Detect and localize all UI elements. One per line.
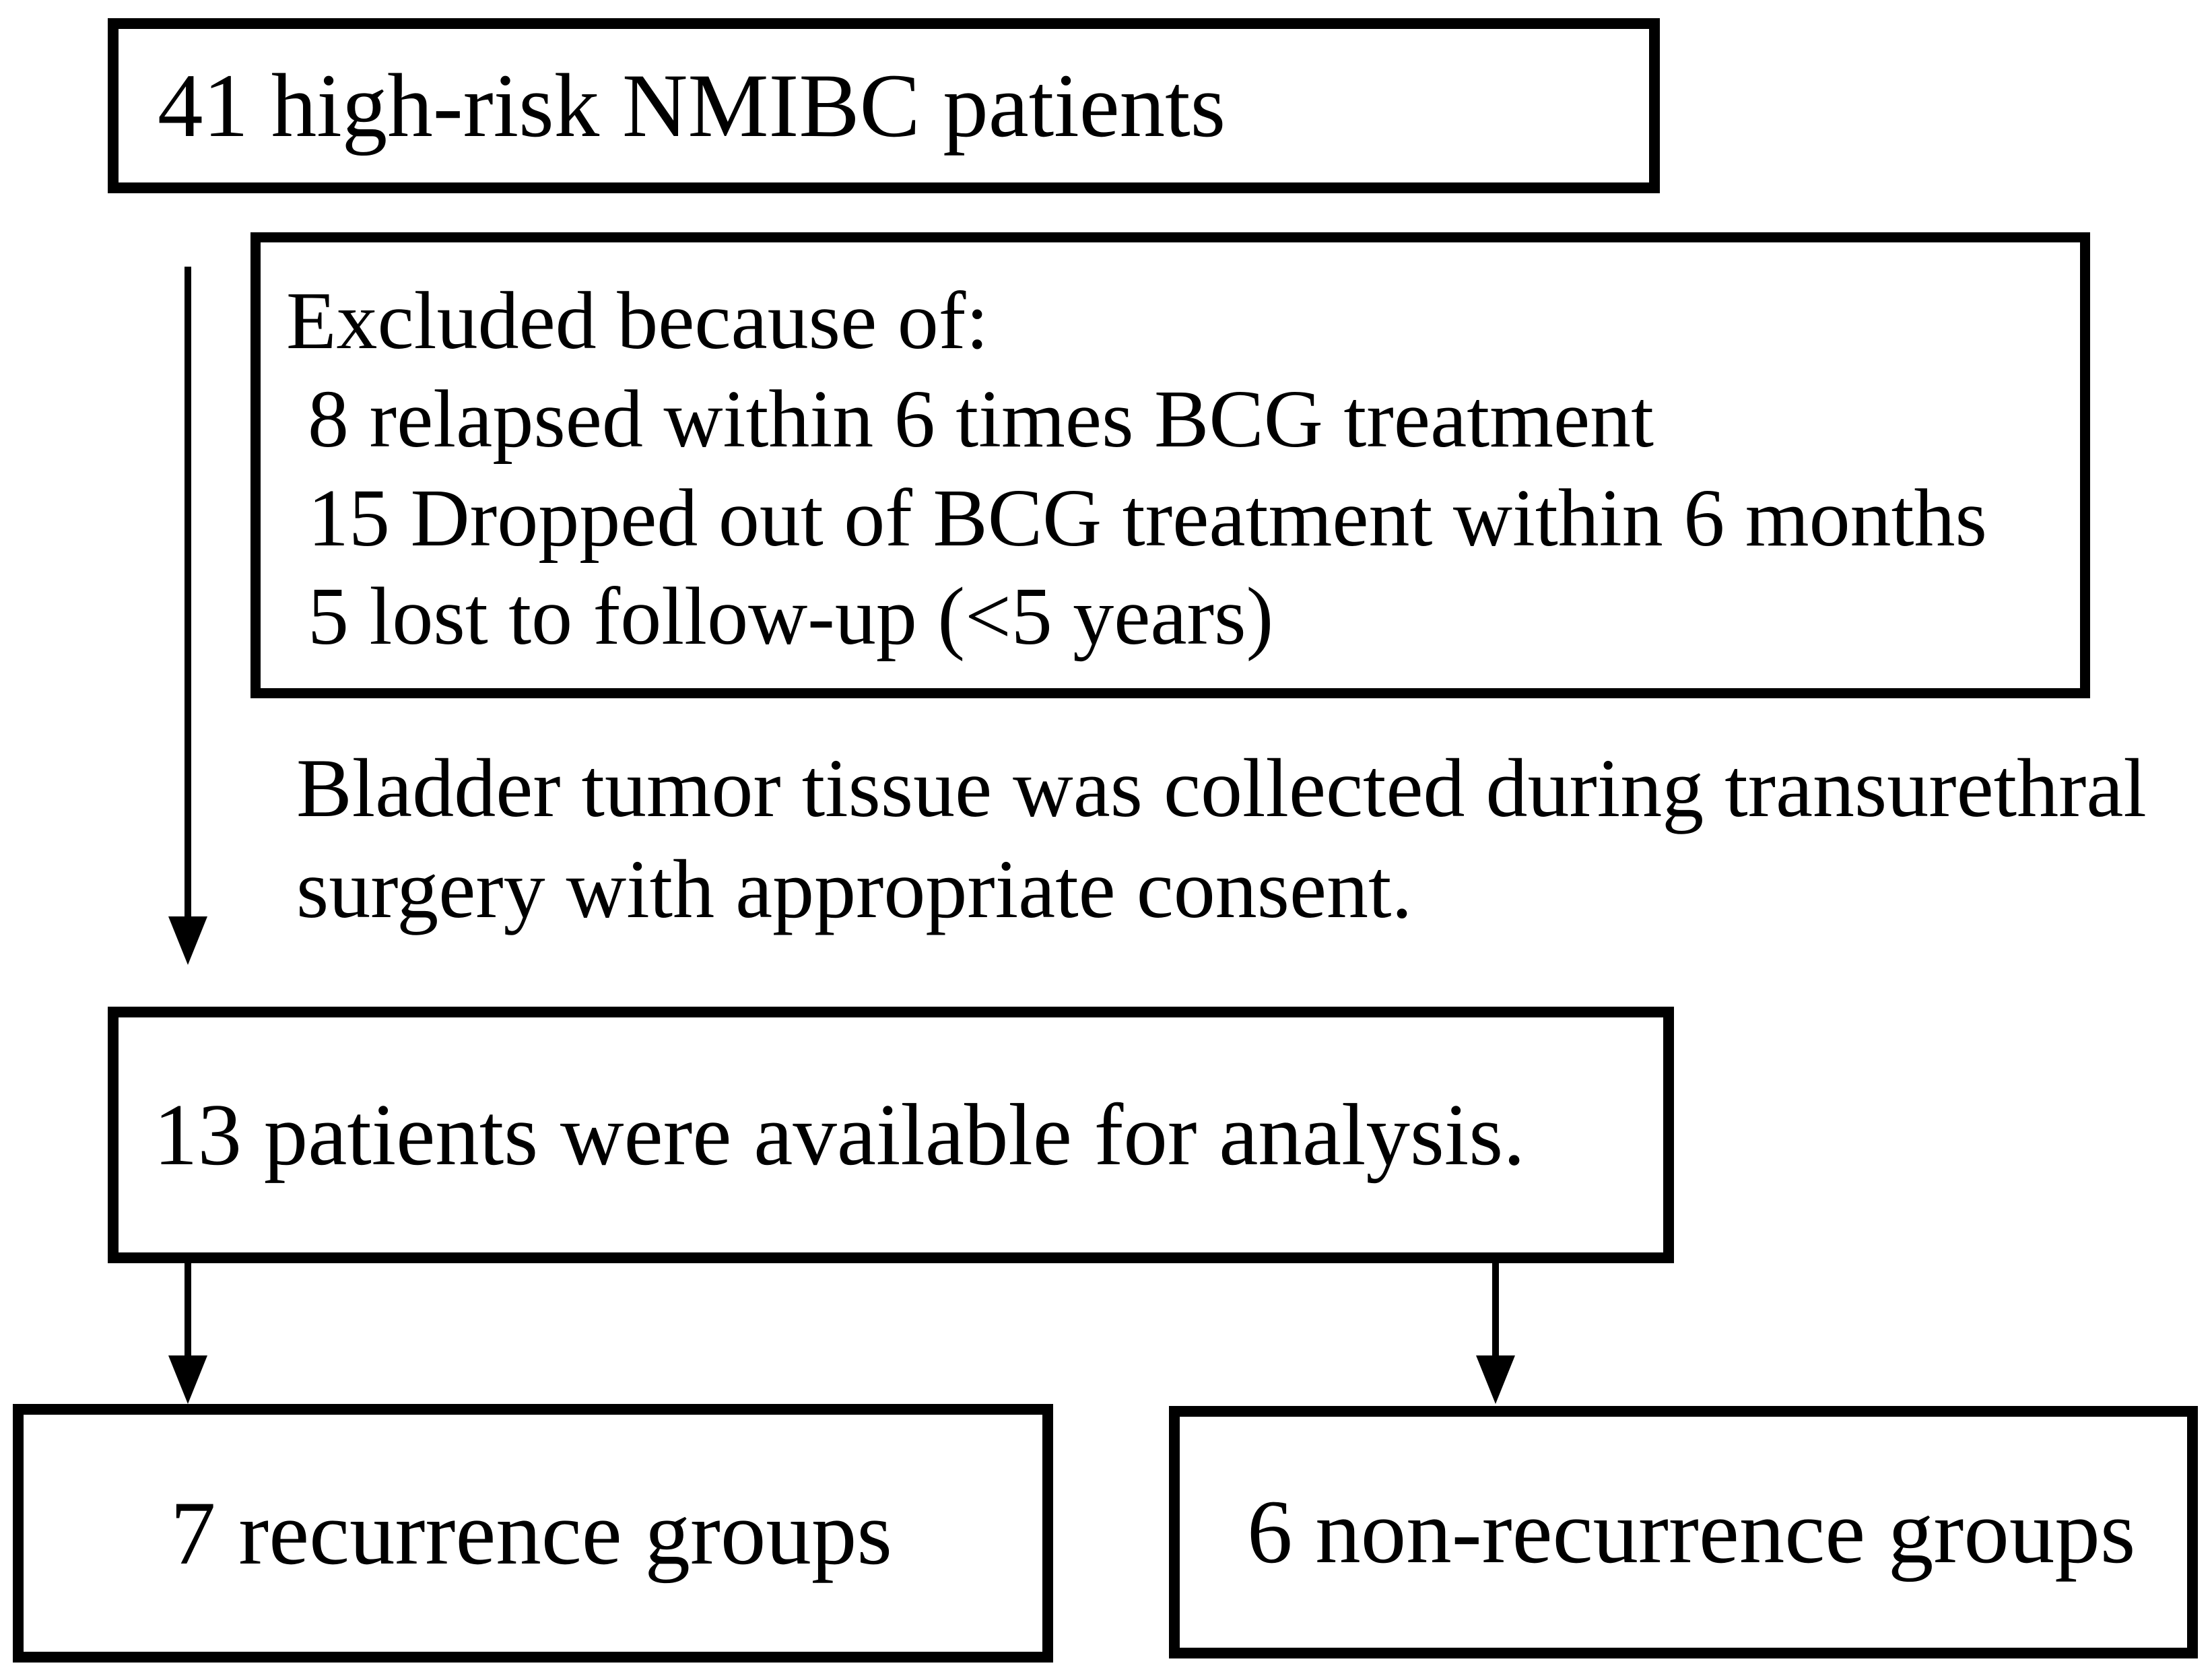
arrow-down-icon (1476, 1355, 1515, 1404)
box-initial-patients: 41 high-risk NMIBC patients (108, 18, 1660, 193)
box-exclusions: Excluded because of: 8 relapsed within 6… (250, 232, 2090, 698)
tissue-collection-note-line-1: Bladder tumor tissue was collected durin… (296, 742, 2147, 834)
arrow-down-icon (168, 1355, 207, 1404)
exclusion-reason-1: 8 relapsed within 6 times BCG treatment (308, 374, 1654, 465)
non-recurrence-group-label: 6 non-recurrence groups (1247, 1482, 2136, 1582)
arrow-available-to-non-recurrence-line (1492, 1263, 1499, 1358)
available-patients-label: 13 patients were available for analysis. (154, 1086, 1526, 1184)
exclusion-reason-2: 15 Dropped out of BCG treatment within 6… (308, 472, 1987, 564)
arrow-initial-to-available-line (185, 267, 191, 918)
box-recurrence-group: 7 recurrence groups (13, 1404, 1053, 1663)
tissue-collection-note: Bladder tumor tissue was collected durin… (296, 738, 2147, 940)
recurrence-group-label: 7 recurrence groups (170, 1483, 892, 1584)
box-non-recurrence-group: 6 non-recurrence groups (1169, 1406, 2198, 1658)
arrow-available-to-recurrence-line (185, 1263, 191, 1358)
exclusions-heading: Excluded because of: (286, 275, 989, 366)
initial-patients-label: 41 high-risk NMIBC patients (158, 55, 1226, 156)
box-available-patients: 13 patients were available for analysis. (108, 1007, 1674, 1263)
exclusion-reason-3: 5 lost to follow-up (<5 years) (308, 571, 1274, 663)
tissue-collection-note-line-2: surgery with appropriate consent. (296, 843, 1413, 936)
arrow-down-icon (168, 916, 207, 965)
